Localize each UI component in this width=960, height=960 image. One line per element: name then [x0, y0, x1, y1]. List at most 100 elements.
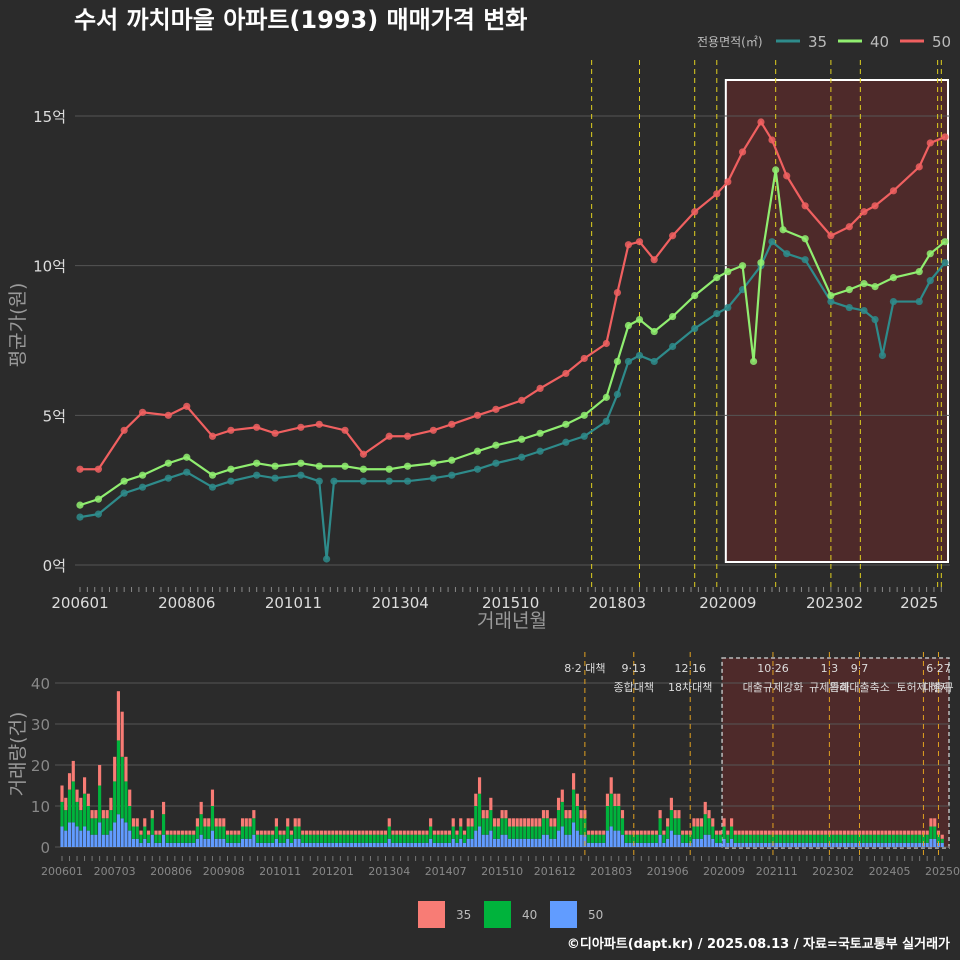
volume-bar-35 — [214, 818, 218, 827]
x-tick-label: 201011 — [259, 865, 301, 878]
volume-bar-35 — [861, 830, 865, 835]
series-point-50 — [76, 465, 84, 473]
x-tick-label: 201510 — [481, 865, 523, 878]
volume-bar-35 — [120, 711, 124, 757]
volume-bar-35 — [741, 830, 745, 835]
series-point-35 — [429, 474, 437, 482]
volume-bar-40 — [263, 834, 267, 843]
volume-bar-40 — [402, 834, 406, 843]
volume-bar-40 — [414, 834, 418, 843]
x-tick-label: 202111 — [756, 865, 798, 878]
volume-bar-40 — [812, 834, 816, 843]
volume-bar-40 — [252, 818, 256, 835]
volume-bar-35 — [169, 830, 173, 835]
series-point-35 — [801, 256, 809, 264]
volume-bar-35 — [274, 818, 278, 827]
volume-bar-35 — [244, 818, 248, 827]
volume-bar-35 — [530, 818, 534, 827]
volume-bar-35 — [101, 810, 105, 819]
volume-bar-40 — [372, 834, 376, 843]
volume-bar-50 — [602, 842, 606, 847]
volume-bar-50 — [372, 842, 376, 847]
volume-bar-35 — [286, 818, 290, 827]
series-point-35 — [208, 483, 217, 491]
volume-bar-35 — [801, 830, 805, 835]
volume-bar-50 — [154, 842, 158, 847]
x-tick-label: 202302 — [806, 594, 863, 612]
series-point-35 — [120, 489, 128, 497]
series-point-35 — [650, 357, 658, 366]
legend-bottom-label-40: 40 — [522, 908, 537, 922]
volume-bar-35 — [579, 810, 583, 819]
volume-bar-35 — [839, 830, 843, 835]
volume-bar-35 — [308, 830, 312, 835]
volume-bar-50 — [575, 830, 579, 847]
volume-bar-40 — [421, 834, 425, 843]
volume-bar-50 — [793, 842, 798, 847]
volume-bar-50 — [722, 838, 726, 847]
volume-bar-35 — [556, 797, 561, 811]
volume-bar-40 — [500, 818, 504, 835]
x-tick-label: 201011 — [265, 594, 322, 612]
volume-bar-50 — [109, 830, 113, 847]
volume-bar-50 — [447, 842, 452, 847]
volume-bar-35 — [338, 830, 342, 835]
volume-bar-35 — [534, 818, 538, 827]
volume-bar-35 — [929, 818, 933, 827]
volume-bar-35 — [895, 830, 899, 835]
volume-bar-50 — [925, 842, 929, 847]
volume-bar-50 — [466, 838, 470, 847]
x-tick-label: 202508 — [925, 865, 960, 878]
volume-bar-50 — [846, 842, 850, 847]
volume-bar-35 — [462, 830, 467, 835]
x-tick-label: 202009 — [699, 594, 756, 612]
legend-label-35: 35 — [808, 33, 827, 51]
volume-bar-35 — [131, 818, 136, 827]
volume-bar-50 — [545, 834, 549, 847]
volume-bar-50 — [124, 822, 128, 847]
series-point-40 — [772, 166, 780, 174]
volume-bar-40 — [602, 834, 606, 843]
volume-bar-50 — [139, 842, 143, 847]
volume-bar-40 — [489, 810, 493, 831]
volume-bar-40 — [741, 834, 745, 843]
x-tick-label: 200703 — [94, 865, 136, 878]
volume-bar-40 — [301, 834, 305, 843]
volume-bar-40 — [827, 834, 831, 843]
volume-bar-50 — [387, 838, 391, 847]
policy-label-sub: 규제완화 — [809, 681, 849, 694]
series-point-50 — [871, 202, 879, 210]
volume-bar-40 — [504, 818, 508, 835]
series-point-35 — [845, 303, 853, 312]
series-point-40 — [76, 501, 84, 509]
volume-bar-35 — [459, 818, 463, 827]
volume-bar-50 — [398, 842, 403, 847]
volume-bar-40 — [733, 834, 737, 843]
volume-bar-35 — [696, 818, 700, 827]
volume-bar-35 — [609, 777, 613, 794]
series-point-50 — [429, 426, 437, 434]
volume-bar-40 — [598, 834, 602, 843]
series-point-50 — [536, 384, 544, 392]
volume-bar-40 — [895, 834, 899, 843]
series-point-40 — [120, 477, 128, 485]
volume-bar-35 — [67, 773, 72, 790]
series-point-50 — [359, 450, 368, 458]
volume-bar-40 — [169, 834, 173, 843]
volume-bar-40 — [933, 826, 937, 839]
volume-bar-50 — [406, 842, 410, 847]
volume-highlight-box — [721, 657, 950, 849]
volume-bar-35 — [361, 830, 365, 835]
volume-bar-50 — [365, 842, 369, 847]
series-point-40 — [757, 259, 765, 267]
x-tick-label: 2025 — [900, 594, 938, 612]
volume-bar-50 — [726, 842, 730, 847]
volume-bar-40 — [575, 806, 579, 831]
volume-bar-35 — [71, 760, 75, 782]
volume-bar-40 — [515, 826, 519, 839]
volume-bar-40 — [225, 834, 230, 843]
volume-bar-40 — [335, 834, 339, 843]
volume-bar-40 — [316, 834, 320, 843]
policy-label: 8·2 대책 — [564, 662, 605, 675]
volume-bar-35 — [515, 818, 519, 827]
